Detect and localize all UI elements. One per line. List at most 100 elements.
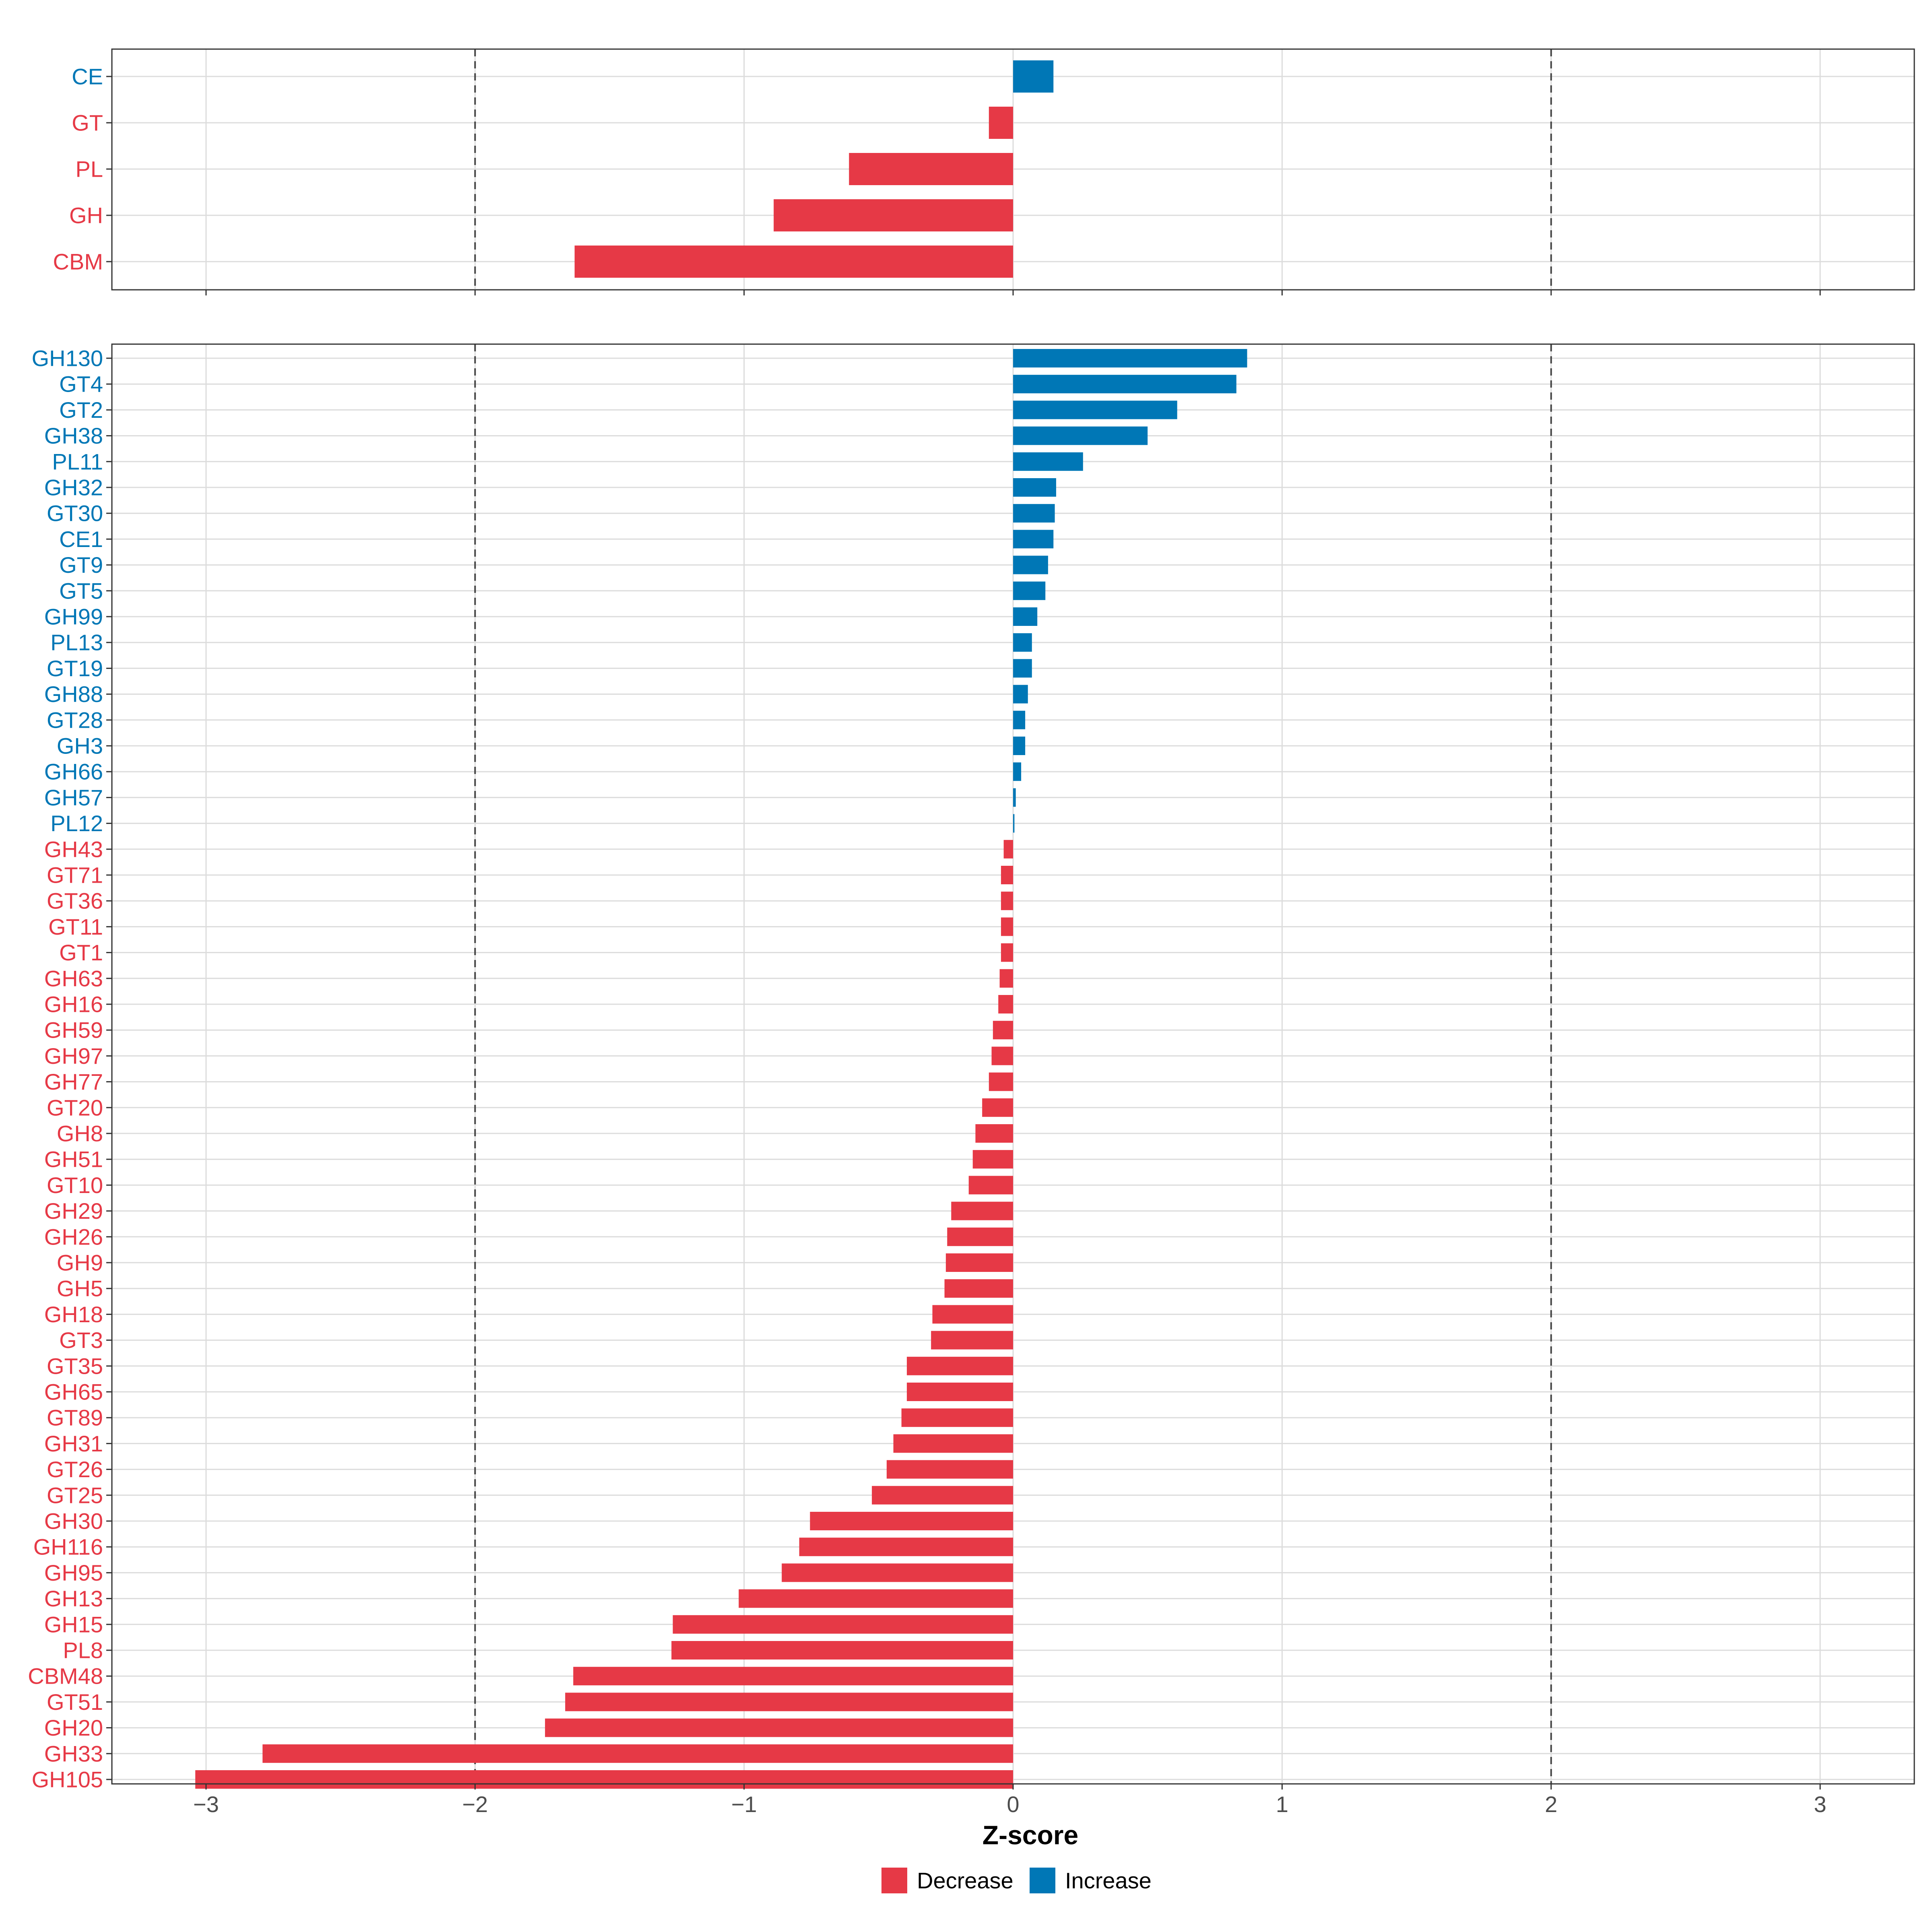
bar-gh57 bbox=[1013, 788, 1016, 807]
bar-gh29 bbox=[951, 1201, 1013, 1220]
category-label-gt2: GT2 bbox=[59, 397, 103, 423]
bar-gh32 bbox=[1013, 478, 1056, 497]
x-axis: −3 −2 −1 0 1 2 3 bbox=[193, 1792, 1827, 1817]
category-label-gt11: GT11 bbox=[48, 914, 103, 939]
category-label-gh9: GH9 bbox=[57, 1250, 103, 1276]
bar-gh31 bbox=[893, 1434, 1013, 1453]
bar-gh bbox=[774, 199, 1013, 231]
bar-gt11 bbox=[1001, 917, 1013, 936]
category-label-gh32: GH32 bbox=[44, 475, 103, 500]
bar-gh3 bbox=[1013, 737, 1026, 755]
x-axis-title: Z-score bbox=[983, 1820, 1078, 1850]
bar-gh13 bbox=[739, 1589, 1013, 1608]
category-label-gh88: GH88 bbox=[44, 681, 103, 707]
category-label-gt20: GT20 bbox=[47, 1095, 103, 1120]
bar-gt1 bbox=[1001, 943, 1013, 962]
category-label-gh95: GH95 bbox=[44, 1560, 103, 1585]
bar-gt25 bbox=[872, 1486, 1013, 1505]
bar-gh97 bbox=[991, 1046, 1013, 1065]
bar-gt5 bbox=[1013, 581, 1046, 600]
legend-label-decrease: Decrease bbox=[917, 1868, 1013, 1893]
bar-gt28 bbox=[1013, 710, 1026, 729]
bar-gh8 bbox=[975, 1124, 1013, 1143]
category-label-gt71: GT71 bbox=[47, 863, 103, 888]
category-label-gt30: GT30 bbox=[47, 501, 103, 526]
legend-swatch-decrease bbox=[881, 1868, 907, 1893]
bar-pl8 bbox=[671, 1641, 1013, 1660]
category-label-gh59: GH59 bbox=[44, 1018, 103, 1043]
bar-gt71 bbox=[1001, 866, 1013, 884]
category-label-cbm: CBM bbox=[53, 249, 103, 275]
category-label-gt89: GT89 bbox=[47, 1405, 103, 1430]
bar-gt26 bbox=[886, 1460, 1013, 1479]
category-label-gh65: GH65 bbox=[44, 1379, 103, 1405]
category-label-gt3: GT3 bbox=[59, 1327, 103, 1353]
bar-pl11 bbox=[1013, 452, 1083, 471]
category-label-gt9: GT9 bbox=[59, 552, 103, 578]
bar-gh65 bbox=[906, 1383, 1013, 1401]
legend: Decrease Increase bbox=[881, 1868, 1152, 1893]
category-label-gh105: GH105 bbox=[32, 1767, 103, 1792]
category-label-gt26: GT26 bbox=[47, 1457, 103, 1482]
category-label-gh130: GH130 bbox=[32, 346, 103, 371]
category-label-gt5: GT5 bbox=[59, 578, 103, 603]
category-label-gt: GT bbox=[72, 110, 103, 136]
bar-gt20 bbox=[982, 1098, 1013, 1117]
bar-gh63 bbox=[999, 969, 1013, 988]
category-label-ce1: CE1 bbox=[59, 526, 103, 552]
bar-ce1 bbox=[1013, 530, 1054, 549]
category-label-gh97: GH97 bbox=[44, 1043, 103, 1069]
category-label-gh29: GH29 bbox=[44, 1198, 103, 1224]
legend-swatch-increase bbox=[1030, 1868, 1055, 1893]
category-label-gh33: GH33 bbox=[44, 1741, 103, 1766]
category-label-gt4: GT4 bbox=[59, 372, 103, 397]
x-tick-label: −2 bbox=[462, 1792, 488, 1817]
bar-gh88 bbox=[1013, 685, 1028, 704]
category-label-gh38: GH38 bbox=[44, 423, 103, 448]
category-label-gt1: GT1 bbox=[59, 940, 103, 965]
bar-gt10 bbox=[968, 1176, 1013, 1195]
x-tick-label: 0 bbox=[1007, 1792, 1019, 1817]
category-label-gh18: GH18 bbox=[44, 1302, 103, 1327]
panel-families: CE GT PL GH CBM bbox=[53, 48, 1915, 295]
bar-gh15 bbox=[673, 1615, 1013, 1634]
bar-gh77 bbox=[989, 1072, 1013, 1091]
bar-gh33 bbox=[262, 1744, 1013, 1763]
bar-gh16 bbox=[998, 995, 1013, 1013]
bar-gh95 bbox=[782, 1563, 1013, 1582]
bar-gt30 bbox=[1013, 504, 1055, 523]
x-tick-label: 1 bbox=[1276, 1792, 1288, 1817]
bar-gt51 bbox=[565, 1693, 1013, 1711]
bar-gh5 bbox=[944, 1279, 1013, 1298]
x-tick-label: 2 bbox=[1545, 1792, 1557, 1817]
category-label-gh63: GH63 bbox=[44, 966, 103, 991]
category-label-gh51: GH51 bbox=[44, 1147, 103, 1172]
bar-gh66 bbox=[1013, 762, 1022, 781]
category-label-gh30: GH30 bbox=[44, 1509, 103, 1534]
category-label-ce: CE bbox=[72, 64, 103, 89]
category-label-gt10: GT10 bbox=[47, 1172, 103, 1198]
category-label-gt25: GT25 bbox=[47, 1482, 103, 1508]
category-label-gt35: GT35 bbox=[47, 1353, 103, 1379]
bar-gh59 bbox=[993, 1021, 1013, 1040]
category-label-gt51: GT51 bbox=[47, 1689, 103, 1715]
bar-gh18 bbox=[932, 1305, 1013, 1324]
category-label-gh66: GH66 bbox=[44, 759, 103, 784]
category-label-gh13: GH13 bbox=[44, 1586, 103, 1611]
category-label-gh77: GH77 bbox=[44, 1069, 103, 1094]
category-label-gt28: GT28 bbox=[47, 707, 103, 733]
bar-cbm bbox=[574, 246, 1013, 278]
bar-gh20 bbox=[545, 1718, 1013, 1737]
category-label-gh: GH bbox=[69, 203, 103, 228]
bar-gt19 bbox=[1013, 659, 1032, 678]
bar-gh51 bbox=[972, 1150, 1013, 1169]
category-label-pl: PL bbox=[76, 157, 103, 182]
category-label-gh20: GH20 bbox=[44, 1715, 103, 1740]
x-tick-label: −1 bbox=[731, 1792, 757, 1817]
bar-gt3 bbox=[931, 1331, 1013, 1350]
panel-subfamilies: GH130GT4GT2GH38PL11GH32GT30CE1GT9GT5GH99… bbox=[28, 343, 1915, 1792]
bar-gt4 bbox=[1013, 375, 1236, 394]
bar-ce bbox=[1013, 60, 1054, 93]
bar-cbm48 bbox=[573, 1667, 1013, 1686]
